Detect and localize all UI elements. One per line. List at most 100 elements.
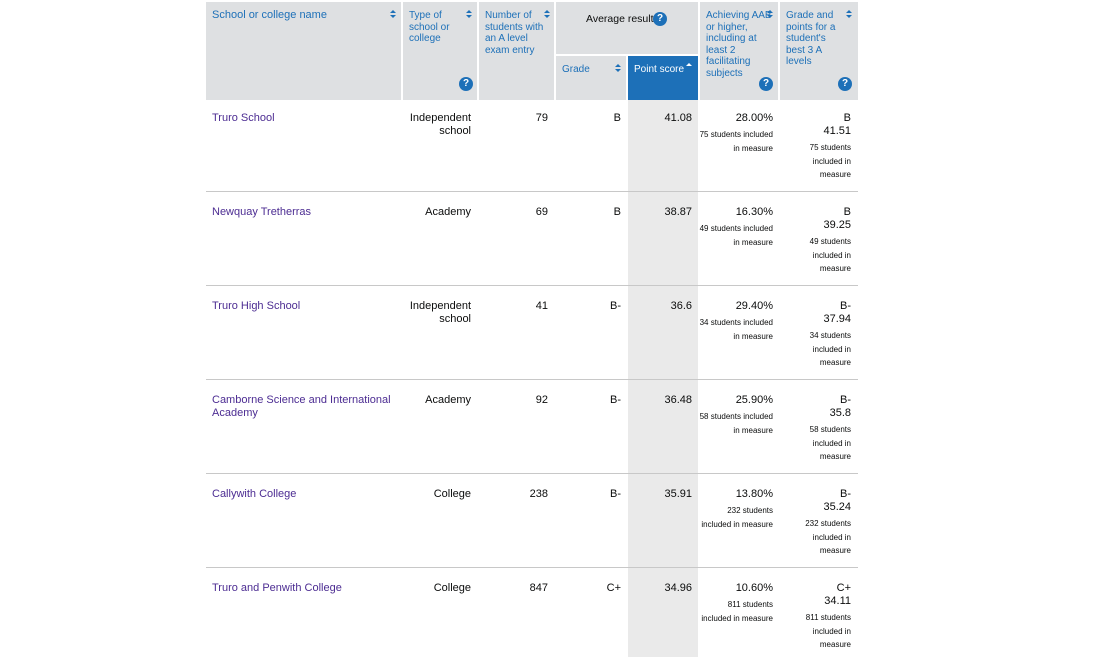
th-aab[interactable]: Achieving AAB or higher, including at le…	[700, 2, 778, 100]
best-three-grade: B-	[840, 488, 851, 500]
aab-students-note: 75 students included in measure	[699, 130, 773, 153]
sorted-column-highlight	[628, 100, 698, 657]
aab-percentage: 25.90%	[735, 394, 773, 406]
aab-percentage: 28.00%	[735, 112, 773, 124]
th-students[interactable]: Number of students with an A level exam …	[479, 2, 554, 100]
th-grade[interactable]: Grade	[556, 56, 626, 100]
th-grade-label[interactable]: Grade	[562, 64, 590, 75]
aab-students-note: 58 students included in measure	[699, 412, 773, 435]
th-best-three-label[interactable]: Grade and points for a student's best 3 …	[786, 10, 836, 67]
table-row: Callywith College College 238 B- 35.91 1…	[206, 474, 858, 568]
best-three-students-note: 49 students included in measure	[809, 237, 851, 273]
question-circle-icon[interactable]: ?	[838, 77, 852, 91]
best-three-points: 35.8	[829, 407, 851, 419]
student-count: 847	[529, 582, 548, 594]
aab-percentage: 10.60%	[735, 582, 773, 594]
school-type: Academy	[425, 394, 471, 406]
average-grade: C+	[606, 582, 621, 594]
question-circle-icon[interactable]: ?	[459, 77, 473, 91]
best-three-cell: B- 35.8 58 students included in measure	[780, 394, 851, 464]
sort-arrows-icon[interactable]	[543, 10, 551, 20]
school-name-link[interactable]: Truro and Penwith College	[212, 582, 342, 594]
aab-students-note: 34 students included in measure	[699, 318, 773, 341]
table-row: Truro School Independent school 79 B 41.…	[206, 98, 858, 192]
th-type-label[interactable]: Type of school or college	[409, 10, 450, 44]
best-three-students-note: 75 students included in measure	[809, 143, 851, 179]
school-type: Academy	[425, 206, 471, 218]
best-three-points: 41.51	[823, 125, 851, 137]
best-three-points: 37.94	[823, 313, 851, 325]
school-type: Independent school	[409, 300, 471, 325]
best-three-grade: B	[843, 206, 851, 218]
school-type: College	[433, 488, 471, 500]
best-three-cell: B- 35.24 232 students included in measure	[780, 488, 851, 558]
sort-arrows-icon[interactable]	[845, 10, 853, 20]
school-name-link[interactable]: Camborne Science and International Acade…	[212, 394, 391, 419]
best-three-grade: C+	[836, 582, 851, 594]
best-three-students-note: 232 students included in measure	[805, 519, 851, 555]
th-average-result: Average result ?	[556, 2, 698, 54]
point-score: 35.91	[664, 488, 692, 500]
best-three-students-note: 58 students included in measure	[809, 425, 851, 461]
sort-ascending-icon[interactable]	[685, 63, 693, 73]
sort-arrows-icon[interactable]	[766, 10, 774, 20]
school-name-link[interactable]: Truro High School	[212, 300, 301, 312]
th-students-label[interactable]: Number of students with an A level exam …	[485, 10, 544, 56]
best-three-grade: B-	[840, 300, 851, 312]
student-count: 69	[535, 206, 548, 218]
table-row: Truro High School Independent school 41 …	[206, 286, 858, 380]
point-score: 34.96	[664, 582, 692, 594]
table-row: Truro and Penwith College College 847 C+…	[206, 568, 858, 658]
th-aab-label[interactable]: Achieving AAB or higher, including at le…	[706, 10, 772, 79]
best-three-cell: C+ 34.11 811 students included in measure	[780, 582, 851, 652]
point-score: 38.87	[664, 206, 692, 218]
th-average-result-label: Average result	[586, 13, 654, 25]
th-point-score-label[interactable]: Point score	[634, 64, 685, 75]
best-three-points: 35.24	[823, 501, 851, 513]
school-type: Independent school	[409, 112, 471, 137]
th-school-name-label[interactable]: School or college name	[212, 9, 327, 21]
school-name-link[interactable]: Callywith College	[212, 488, 297, 500]
question-circle-icon[interactable]: ?	[759, 77, 773, 91]
aab-percentage: 13.80%	[735, 488, 773, 500]
sort-arrows-icon[interactable]	[389, 10, 397, 20]
th-best-three[interactable]: Grade and points for a student's best 3 …	[780, 2, 858, 100]
table-row: Camborne Science and International Acade…	[206, 380, 858, 474]
school-name-link[interactable]: Newquay Tretherras	[212, 206, 312, 218]
best-three-points: 39.25	[823, 219, 851, 231]
best-three-cell: B 41.51 75 students included in measure	[780, 112, 851, 182]
aab-cell: 25.90% 58 students included in measure	[698, 394, 773, 437]
table-row: Newquay Tretherras Academy 69 B 38.87 16…	[206, 192, 858, 286]
point-score: 36.48	[664, 394, 692, 406]
aab-cell: 16.30% 49 students included in measure	[698, 206, 773, 249]
student-count: 41	[535, 300, 548, 312]
question-circle-icon[interactable]: ?	[653, 12, 667, 26]
aab-students-note: 811 students included in measure	[701, 600, 773, 623]
best-three-students-note: 34 students included in measure	[809, 331, 851, 367]
sort-arrows-icon[interactable]	[465, 10, 473, 20]
student-count: 92	[535, 394, 548, 406]
aab-cell: 29.40% 34 students included in measure	[698, 300, 773, 343]
school-name-link[interactable]: Truro School	[212, 112, 275, 124]
aab-cell: 28.00% 75 students included in measure	[698, 112, 773, 155]
aab-percentage: 16.30%	[735, 206, 773, 218]
aab-cell: 10.60% 811 students included in measure	[698, 582, 773, 625]
average-grade: B-	[610, 394, 621, 406]
aab-students-note: 49 students included in measure	[699, 224, 773, 247]
best-three-cell: B- 37.94 34 students included in measure	[780, 300, 851, 370]
best-three-students-note: 811 students included in measure	[805, 613, 851, 649]
th-type[interactable]: Type of school or college ?	[403, 2, 477, 100]
th-school-name[interactable]: School or college name	[206, 2, 401, 100]
student-count: 79	[535, 112, 548, 124]
student-count: 238	[529, 488, 548, 500]
aab-cell: 13.80% 232 students included in measure	[698, 488, 773, 531]
average-grade: B	[613, 206, 621, 218]
average-grade: B	[613, 112, 621, 124]
th-point-score[interactable]: Point score	[628, 56, 698, 100]
point-score: 36.6	[670, 300, 692, 312]
average-grade: B-	[610, 300, 621, 312]
best-three-grade: B-	[840, 394, 851, 406]
best-three-grade: B	[843, 112, 851, 124]
sort-arrows-icon[interactable]	[614, 64, 622, 74]
best-three-points: 34.11	[824, 595, 851, 607]
